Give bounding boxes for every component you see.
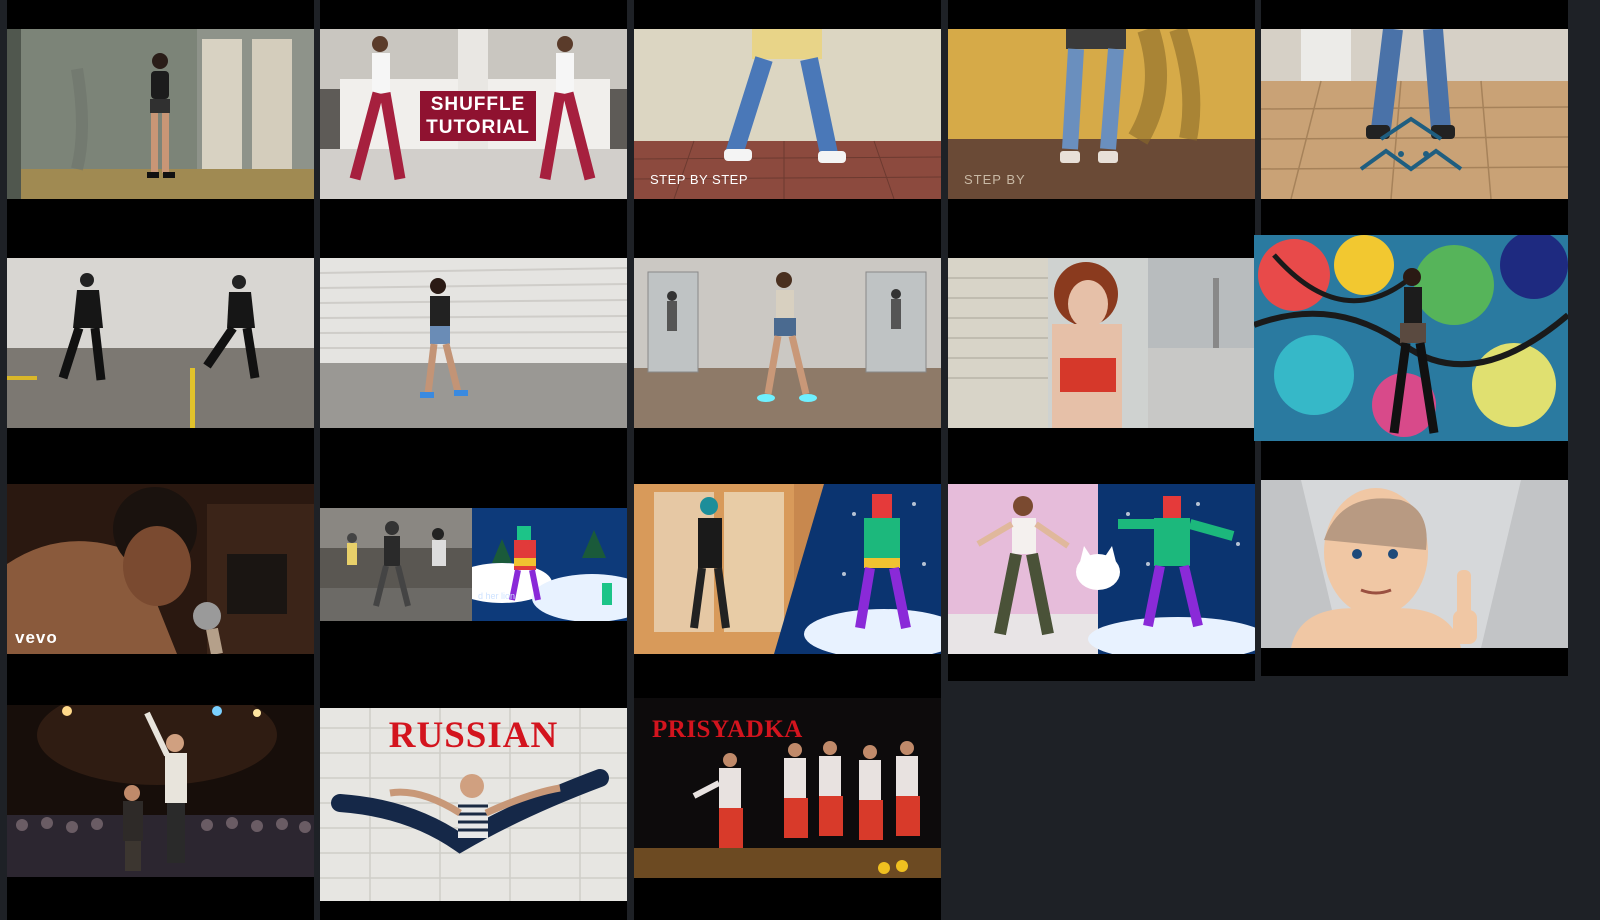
video-card[interactable] [634,229,941,455]
video-card[interactable] [1254,229,1568,451]
video-card[interactable] [1261,451,1568,676]
video-card[interactable]: RUSSIAN [320,681,627,920]
video-thumbnail-left[interactable] [320,508,473,621]
video-thumbnail[interactable] [1254,235,1568,441]
video-card[interactable] [320,229,627,455]
video-thumbnail[interactable] [320,258,627,428]
video-card[interactable] [7,229,314,455]
video-card[interactable]: SHUFFLE TUTORIAL [320,0,627,229]
video-thumbnail[interactable]: vevo [7,484,314,654]
video-thumbnail[interactable] [948,258,1255,428]
video-card[interactable]: d her lion [320,455,627,681]
video-thumbnail[interactable] [1261,480,1568,648]
video-card[interactable]: PRISYADKA [634,681,941,920]
video-thumbnail[interactable]: SHUFFLE TUTORIAL [320,29,627,199]
video-thumbnail[interactable] [1261,29,1568,199]
video-thumbnail[interactable] [7,258,314,428]
video-card[interactable] [634,455,941,681]
video-thumbnail-right[interactable]: d her lion [472,508,627,621]
video-thumbnail[interactable] [634,484,941,654]
video-thumbnail[interactable] [634,258,941,428]
video-card[interactable]: STEP BY STEP [634,0,941,229]
video-card[interactable]: vevo [7,455,314,681]
video-card[interactable] [7,681,314,920]
video-card[interactable] [7,0,314,229]
video-card[interactable] [948,455,1255,681]
video-thumbnail[interactable] [7,705,314,877]
video-thumbnail[interactable] [7,29,314,199]
video-card[interactable]: STEP BY [948,0,1255,229]
video-thumbnail[interactable]: RUSSIAN [320,708,627,901]
video-card[interactable] [948,229,1255,455]
video-thumbnail[interactable]: STEP BY [948,29,1255,199]
video-thumbnail[interactable] [948,484,1255,654]
video-card[interactable] [1261,0,1568,229]
video-thumbnail[interactable]: PRISYADKA [634,698,941,878]
video-thumbnail[interactable]: STEP BY STEP [634,29,941,199]
